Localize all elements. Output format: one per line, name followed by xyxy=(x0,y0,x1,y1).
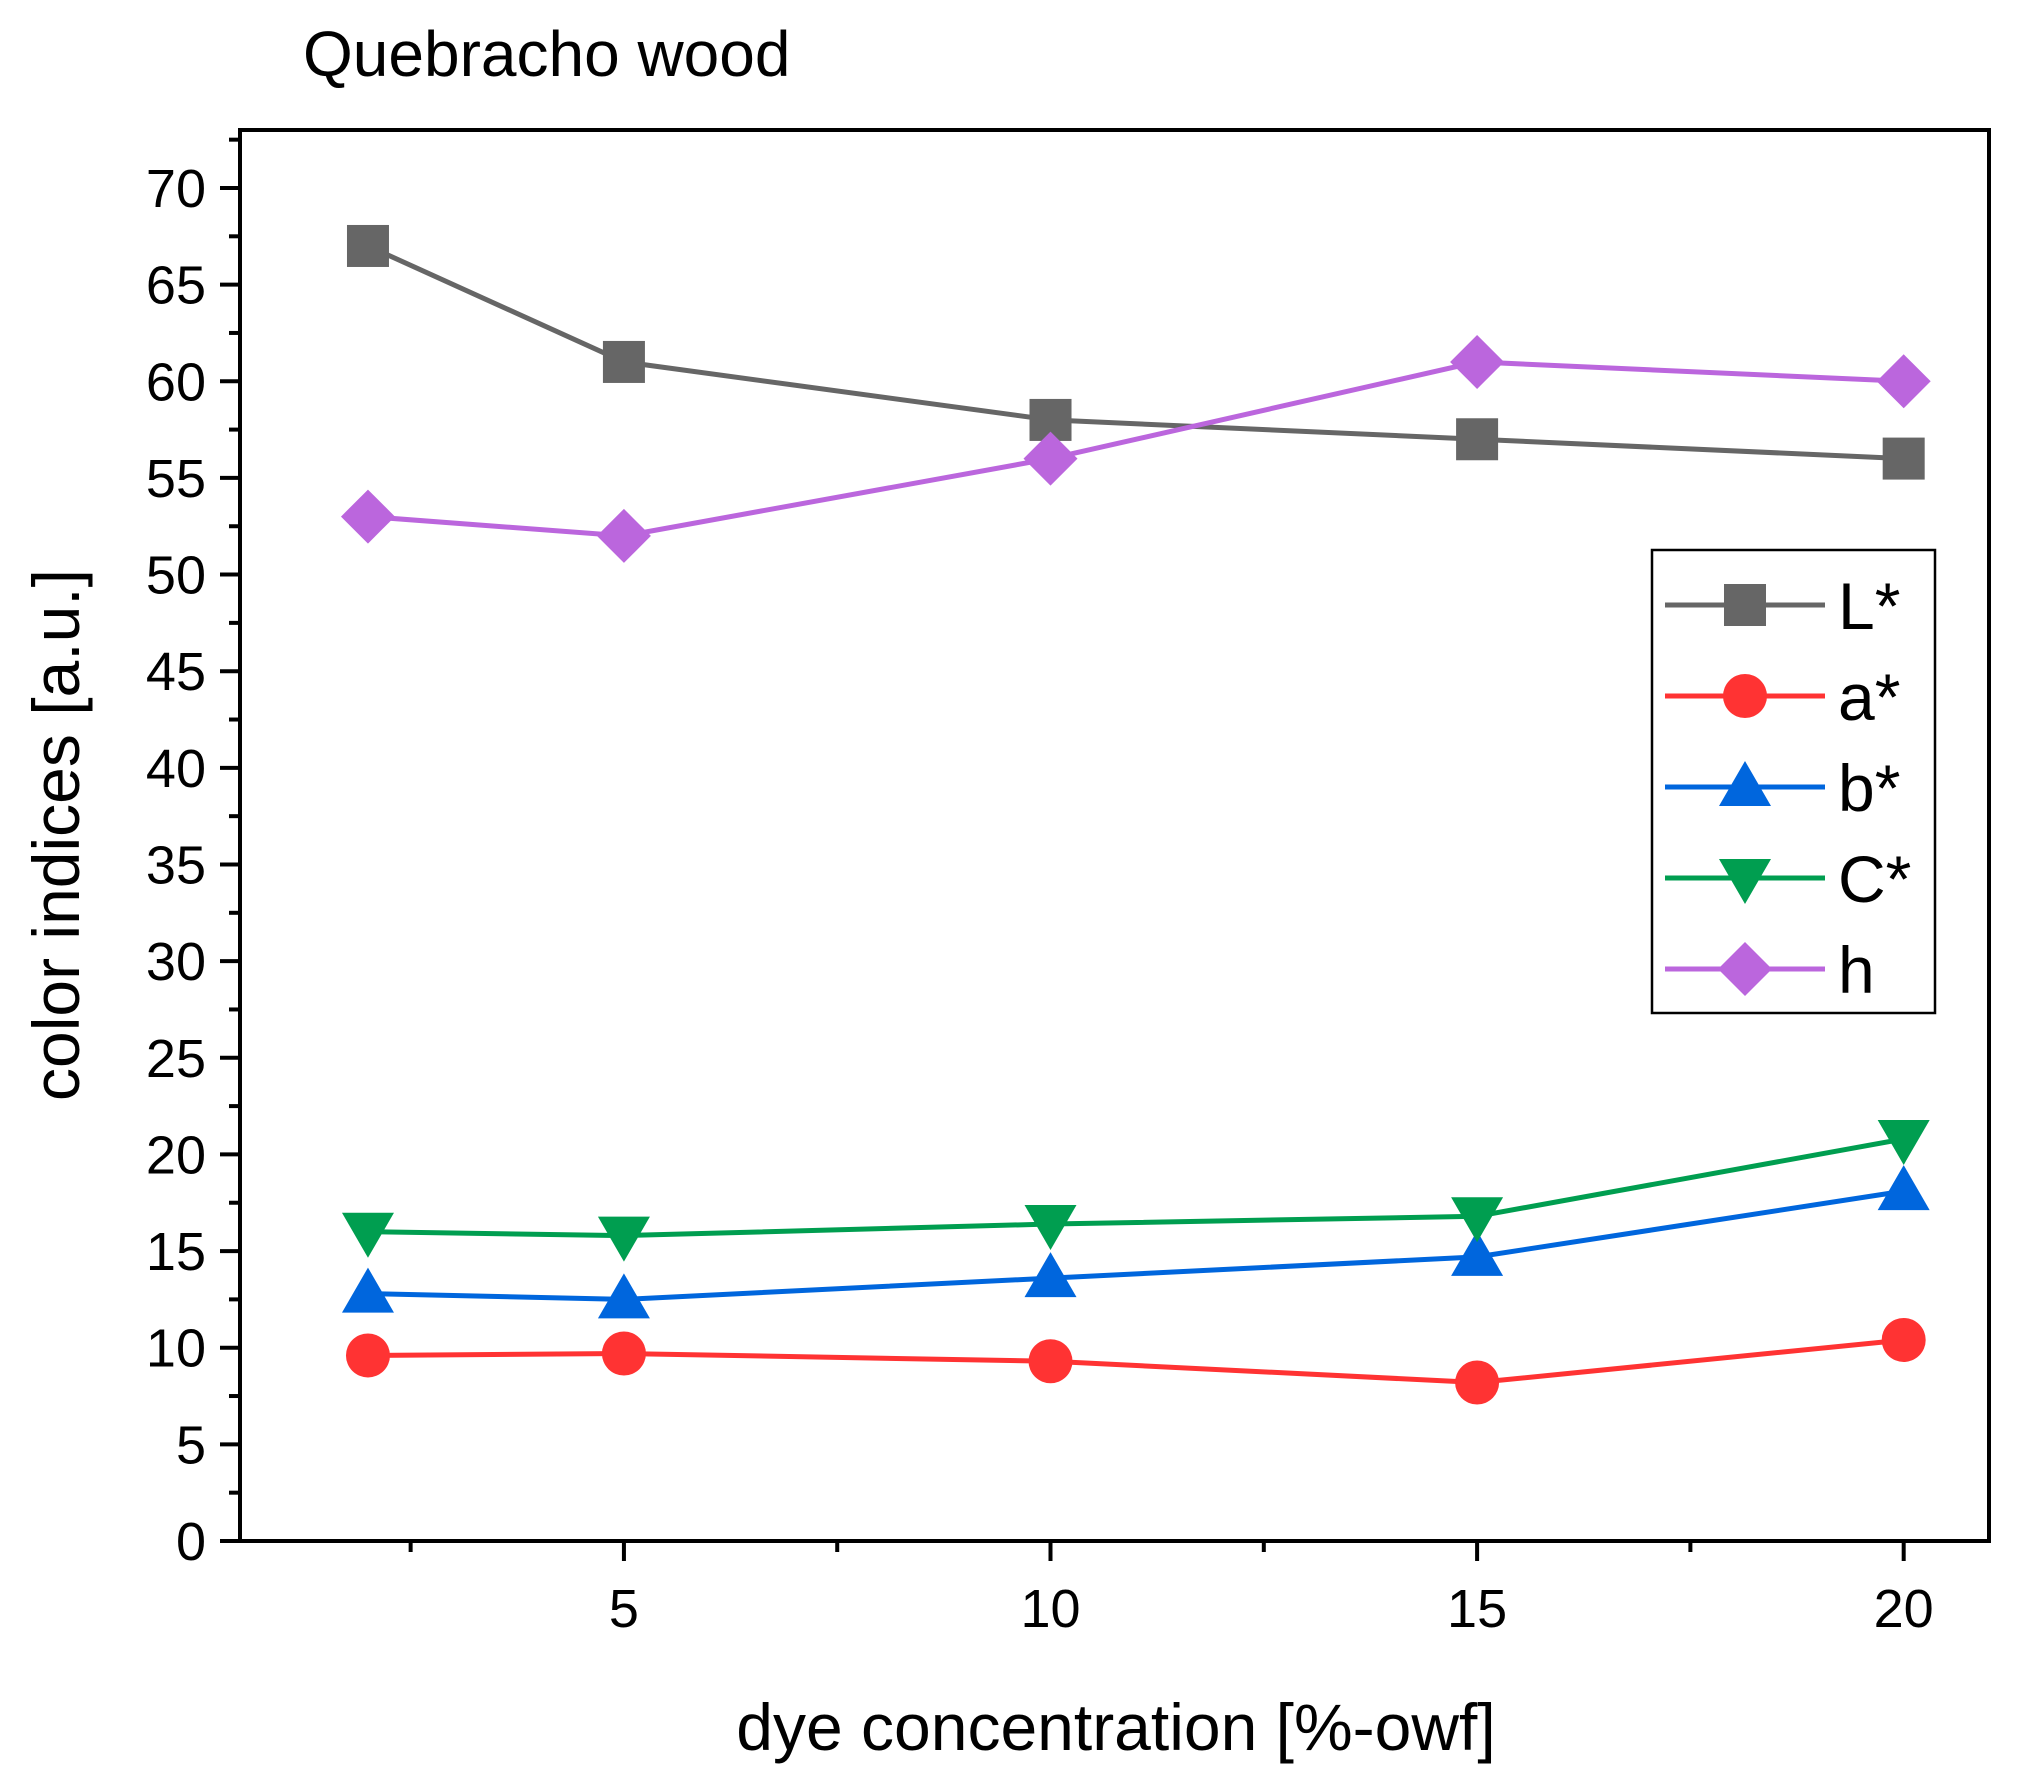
data-point-0-3 xyxy=(1456,418,1499,461)
legend-label-3: C* xyxy=(1838,842,1911,916)
legend-marker-1 xyxy=(1723,674,1767,718)
y-tick-label-50: 50 xyxy=(146,546,206,606)
series-line-3 xyxy=(367,1136,1905,1239)
x-axis-label: dye concentration [%-owf] xyxy=(736,1690,1495,1764)
legend-label-2: b* xyxy=(1838,751,1900,825)
axes: 0 5 10 15 20 25 30 35 40 45 50 55 60 65 70 5 10 15 20 xyxy=(146,137,1934,1639)
plot-frame xyxy=(238,128,1991,1543)
legend-label-0: L* xyxy=(1838,569,1900,643)
data-point-4-1 xyxy=(596,508,651,563)
series-0 xyxy=(346,224,1925,480)
legend-marker-4 xyxy=(1718,942,1772,996)
data-point-2-3 xyxy=(1451,1230,1504,1276)
y-tick-label-65: 65 xyxy=(146,256,206,316)
x-tick-label-15: 15 xyxy=(1447,1579,1507,1639)
y-tick-label-55: 55 xyxy=(146,449,206,509)
data-point-2-0 xyxy=(341,1267,394,1313)
data-point-0-0 xyxy=(346,224,389,267)
legend-item-0: L* xyxy=(1665,569,1900,643)
legend-item-2: b* xyxy=(1665,751,1900,825)
data-point-0-4 xyxy=(1882,437,1925,480)
series-1 xyxy=(345,1317,1926,1405)
y-tick-label-60: 60 xyxy=(146,352,206,412)
legend-label-4: h xyxy=(1838,933,1875,1007)
data-point-3-1 xyxy=(597,1216,650,1262)
chart-title: Quebracho wood xyxy=(303,18,790,90)
y-tick-label-5: 5 xyxy=(176,1415,206,1475)
data-point-2-1 xyxy=(597,1273,650,1319)
y-tick-label-45: 45 xyxy=(146,642,206,702)
legend-marker-2 xyxy=(1719,761,1771,806)
data-point-1-0 xyxy=(345,1333,390,1378)
y-tick-label-20: 20 xyxy=(146,1125,206,1185)
series-3 xyxy=(341,1119,1930,1262)
data-point-1-1 xyxy=(601,1331,646,1376)
legend-marker-0 xyxy=(1724,584,1766,626)
data-point-0-1 xyxy=(602,340,645,383)
series-2 xyxy=(341,1165,1930,1319)
x-tick-label-10: 10 xyxy=(1020,1579,1080,1639)
legend-marker-3 xyxy=(1719,859,1771,904)
y-axis-label: color indices [a.u.] xyxy=(19,569,93,1101)
y-tick-label-35: 35 xyxy=(146,835,206,895)
series-line-1 xyxy=(367,1337,1904,1386)
data-point-1-2 xyxy=(1028,1339,1073,1384)
y-tick-label-10: 10 xyxy=(146,1319,206,1379)
data-point-4-3 xyxy=(1450,334,1505,389)
data-point-2-4 xyxy=(1877,1165,1930,1211)
data-point-2-2 xyxy=(1024,1252,1077,1298)
series-layer xyxy=(340,224,1931,1405)
data-point-4-0 xyxy=(340,489,395,544)
series-line-0 xyxy=(366,243,1904,462)
data-point-4-2 xyxy=(1023,431,1078,486)
series-line-2 xyxy=(367,1188,1905,1302)
legend-item-4: h xyxy=(1665,933,1875,1007)
legend: L* a* b* C* h xyxy=(1650,548,1937,1015)
y-tick-label-40: 40 xyxy=(146,739,206,799)
series-4 xyxy=(340,334,1931,563)
y-tick-label-0: 0 xyxy=(176,1512,206,1572)
x-tick-label-5: 5 xyxy=(609,1579,639,1639)
legend-item-1: a* xyxy=(1665,660,1900,734)
data-point-4-4 xyxy=(1876,354,1931,409)
data-point-3-2 xyxy=(1024,1205,1077,1251)
x-tick-label-20: 20 xyxy=(1874,1579,1934,1639)
legend-box xyxy=(1650,548,1937,1015)
y-tick-label-70: 70 xyxy=(146,159,206,219)
y-tick-label-30: 30 xyxy=(146,932,206,992)
legend-label-1: a* xyxy=(1838,660,1900,734)
data-point-1-4 xyxy=(1881,1317,1926,1362)
data-point-3-0 xyxy=(341,1212,394,1258)
data-point-3-4 xyxy=(1877,1119,1930,1165)
data-point-1-3 xyxy=(1455,1360,1500,1405)
y-tick-label-25: 25 xyxy=(146,1029,206,1089)
data-point-3-3 xyxy=(1451,1197,1504,1243)
legend-item-3: C* xyxy=(1665,842,1911,916)
y-tick-label-15: 15 xyxy=(146,1222,206,1282)
